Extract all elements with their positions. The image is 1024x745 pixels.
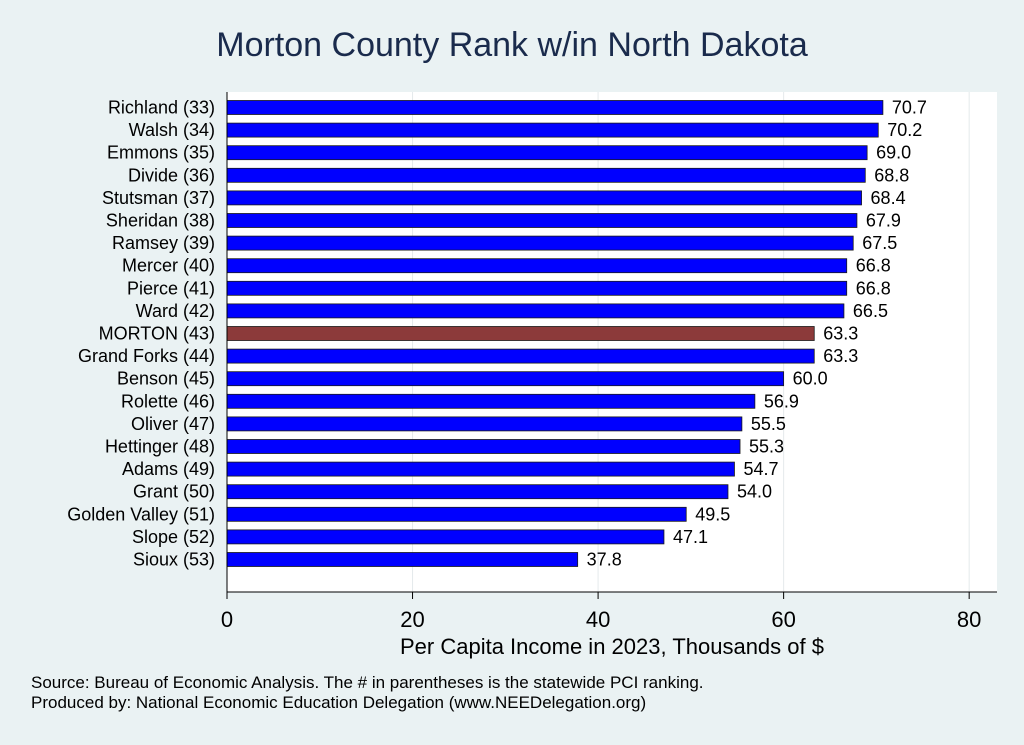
value-label: 55.3 xyxy=(749,437,784,457)
bar-12 xyxy=(226,371,785,387)
category-label: Sioux (53) xyxy=(133,550,215,570)
value-label: 67.5 xyxy=(862,233,897,253)
category-label: Richland (33) xyxy=(108,98,215,118)
value-label: 54.0 xyxy=(737,482,772,502)
bar-7 xyxy=(226,258,848,274)
value-label: 68.4 xyxy=(871,188,906,208)
value-label: 68.8 xyxy=(874,165,909,185)
category-label: Hettinger (48) xyxy=(105,437,215,457)
chart-title: Morton County Rank w/in North Dakota xyxy=(216,26,808,64)
category-labels: Richland (33)Walsh (34) Emmons (35)Divide… xyxy=(67,98,215,570)
bar-13 xyxy=(226,393,756,409)
bar-8 xyxy=(226,280,848,296)
bar-2 xyxy=(226,145,868,161)
bar-1 xyxy=(226,122,879,138)
credit-note: Produced by: National Economic Education… xyxy=(31,693,647,712)
category-label: Emmons (35) xyxy=(107,143,215,163)
bar-15 xyxy=(226,439,741,454)
value-label: 67.9 xyxy=(866,211,901,231)
bar-17 xyxy=(226,484,729,500)
category-label: Mercer (40) xyxy=(122,256,215,276)
value-label: 63.3 xyxy=(823,346,858,366)
x-tick-label: 20 xyxy=(400,607,424,632)
category-label: Walsh (34) xyxy=(129,120,215,140)
bar-3 xyxy=(226,167,866,183)
category-label: Grand Forks (44) xyxy=(78,346,215,366)
value-labels: 70.770.2 69.068.8 68.4 67.967.5 66.866.8 66.5… xyxy=(587,98,927,570)
bars xyxy=(226,100,884,567)
value-label: 54.7 xyxy=(743,459,778,479)
category-label: Benson (45) xyxy=(117,369,215,389)
x-tick-label: 60 xyxy=(771,607,795,632)
bar-6 xyxy=(226,235,854,251)
bar-5 xyxy=(226,213,858,228)
category-label: Ramsey (39) xyxy=(112,233,215,253)
value-label: 66.8 xyxy=(856,256,891,276)
value-label: 66.8 xyxy=(856,278,891,298)
x-tick-label: 80 xyxy=(957,607,981,632)
category-label: MORTON (43) xyxy=(99,324,215,344)
category-label: Golden Valley (51) xyxy=(67,504,215,524)
bar-19 xyxy=(226,529,665,545)
x-axis-ticks: 0 20 40 60 80 xyxy=(221,592,981,632)
value-label: 60.0 xyxy=(793,369,828,389)
category-label: Slope (52) xyxy=(132,527,215,547)
category-label: Ward (42) xyxy=(136,301,215,321)
bar-4 xyxy=(226,190,862,206)
bar-20 xyxy=(226,552,579,567)
value-label: 66.5 xyxy=(853,301,888,321)
x-tick-label: 0 xyxy=(221,607,233,632)
category-label: Pierce (41) xyxy=(127,278,215,298)
bar-16 xyxy=(226,461,735,477)
value-label: 37.8 xyxy=(587,550,622,570)
value-label: 63.3 xyxy=(823,324,858,344)
category-label: Adams (49) xyxy=(122,459,215,479)
category-label: Divide (36) xyxy=(128,165,215,185)
category-label: Oliver (47) xyxy=(131,414,215,434)
category-label: Grant (50) xyxy=(133,482,215,502)
bar-18 xyxy=(226,506,687,522)
x-axis-label: Per Capita Income in 2023, Thousands of … xyxy=(400,634,824,659)
value-label: 70.2 xyxy=(887,120,922,140)
x-tick-label: 40 xyxy=(586,607,610,632)
value-label: 49.5 xyxy=(695,504,730,524)
category-label: Sheridan (38) xyxy=(106,211,215,231)
category-label: Rolette (46) xyxy=(121,391,215,411)
value-label: 69.0 xyxy=(876,143,911,163)
value-label: 55.5 xyxy=(751,414,786,434)
value-label: 47.1 xyxy=(673,527,708,547)
bar-11 xyxy=(226,348,815,364)
value-label: 70.7 xyxy=(892,98,927,118)
bar-14 xyxy=(226,416,743,432)
bar-10 xyxy=(226,326,815,341)
bar-9 xyxy=(226,303,845,319)
value-label: 56.9 xyxy=(764,391,799,411)
source-note: Source: Bureau of Economic Analysis. The… xyxy=(31,673,704,692)
bar-0 xyxy=(226,100,884,115)
category-label: Stutsman (37) xyxy=(102,188,215,208)
